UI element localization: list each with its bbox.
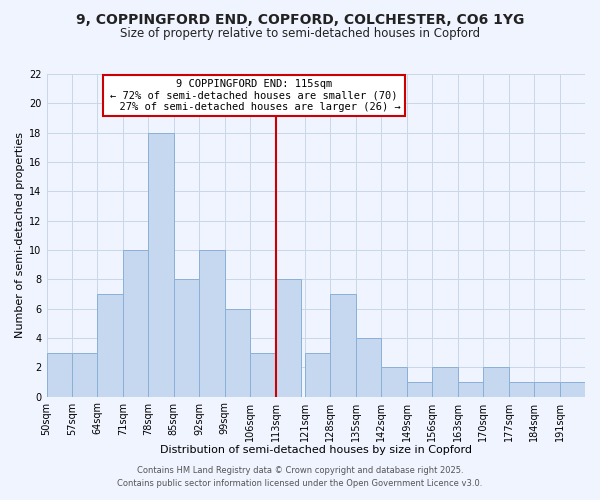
Bar (97, 294, 123, 396)
Bar (174, 280, 199, 396)
Bar (432, 368, 458, 396)
Bar (250, 352, 276, 397)
Bar (381, 368, 407, 396)
Bar (407, 382, 432, 396)
Bar (276, 280, 301, 396)
Bar (72, 352, 97, 397)
Y-axis label: Number of semi-detached properties: Number of semi-detached properties (15, 132, 25, 338)
Bar (509, 382, 534, 396)
Bar (123, 250, 148, 396)
Text: 9, COPPINGFORD END, COPFORD, COLCHESTER, CO6 1YG: 9, COPPINGFORD END, COPFORD, COLCHESTER,… (76, 12, 524, 26)
Bar (305, 352, 331, 397)
Text: Contains HM Land Registry data © Crown copyright and database right 2025.
Contai: Contains HM Land Registry data © Crown c… (118, 466, 482, 487)
Bar (225, 308, 250, 396)
Bar (560, 382, 585, 396)
Bar (47, 352, 72, 397)
Text: 9 COPPINGFORD END: 115sqm
← 72% of semi-detached houses are smaller (70)
  27% o: 9 COPPINGFORD END: 115sqm ← 72% of semi-… (107, 79, 401, 112)
Bar (148, 132, 174, 396)
Bar (458, 382, 483, 396)
Text: Size of property relative to semi-detached houses in Copford: Size of property relative to semi-detach… (120, 28, 480, 40)
Bar (534, 382, 560, 396)
Bar (331, 294, 356, 396)
Bar (483, 368, 509, 396)
X-axis label: Distribution of semi-detached houses by size in Copford: Distribution of semi-detached houses by … (160, 445, 472, 455)
Bar (356, 338, 381, 396)
Bar (199, 250, 225, 396)
